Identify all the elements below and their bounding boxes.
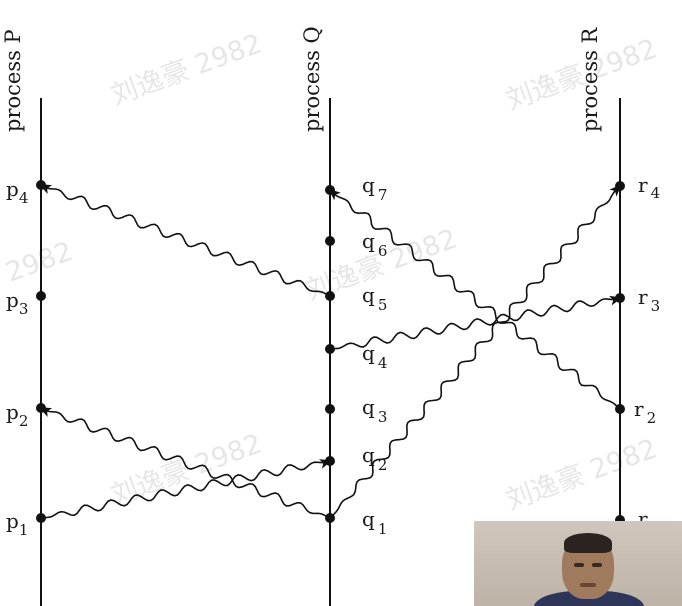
- event-label-p2: p2: [6, 400, 28, 430]
- message-arrow-q1-r4: [329, 184, 622, 519]
- event-dot-q2: [325, 456, 335, 466]
- message-arrow-q4-r3: [329, 295, 622, 350]
- event-dot-q6: [325, 236, 335, 246]
- presenter-webcam-thumbnail: [474, 521, 682, 606]
- event-dot-layer: [36, 180, 625, 525]
- event-dot-p1: [36, 513, 46, 523]
- message-arrow-p1-q2: [40, 459, 332, 519]
- watermark-text: 刘逸豪 2982: [107, 28, 266, 111]
- event-dot-p4: [36, 180, 46, 190]
- message-layer: [39, 184, 622, 519]
- event-dot-p2: [36, 403, 46, 413]
- event-label-r1: r: [638, 507, 648, 531]
- process-label-p: process P: [1, 29, 25, 132]
- event-dot-r2: [615, 404, 625, 414]
- message-arrow-q1-p2: [39, 407, 331, 519]
- presenter-eye: [592, 563, 602, 567]
- event-dot-q3: [325, 404, 335, 414]
- event-label-p3: p3: [6, 288, 28, 318]
- watermark-text: 2982: [2, 236, 77, 289]
- presenter-hair: [564, 533, 612, 553]
- message-arrow-q5-p4: [39, 184, 331, 297]
- event-dot-q4: [325, 344, 335, 354]
- event-dot-r3: [615, 293, 625, 303]
- presenter-eye: [574, 563, 584, 567]
- event-dot-r4: [615, 181, 625, 191]
- event-dot-q7: [325, 185, 335, 195]
- process-label-q: process Q: [300, 26, 324, 132]
- event-label-p1: p1: [6, 509, 28, 539]
- event-dot-q1: [325, 513, 335, 523]
- message-arrow-r2-q7: [328, 188, 621, 410]
- process-label-r: process R: [578, 26, 602, 132]
- watermark-layer: 刘逸豪 2982 刘逸豪 2982 2982 刘逸豪 2982 刘逸豪 2982…: [2, 28, 661, 516]
- event-label-p4: p4: [6, 177, 28, 207]
- event-dot-q5: [325, 291, 335, 301]
- watermark-text: 刘逸豪 2982: [502, 433, 661, 516]
- event-dot-p3: [36, 291, 46, 301]
- presenter-mouth: [580, 583, 596, 587]
